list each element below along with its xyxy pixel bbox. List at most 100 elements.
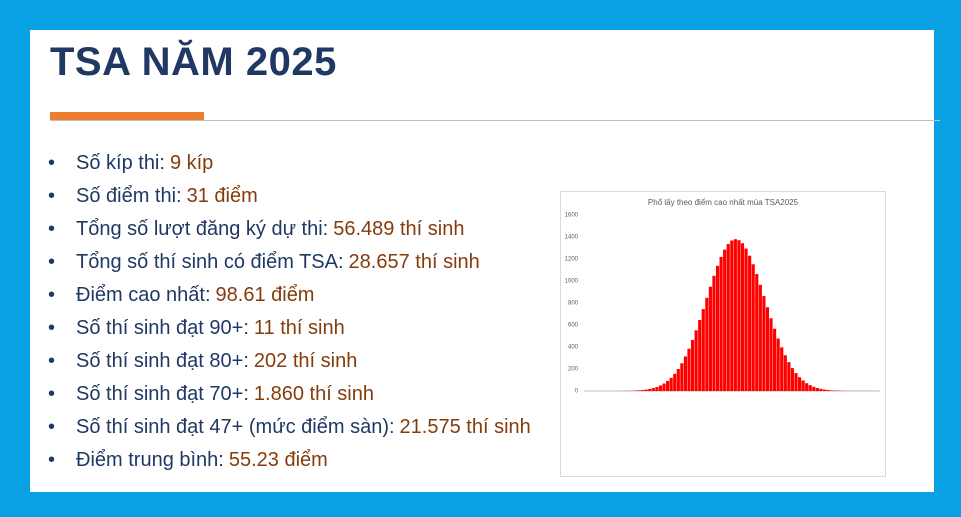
bar: [740, 243, 745, 391]
bullet-value: 31 điểm: [186, 185, 258, 207]
bar: [780, 347, 784, 391]
y-tick-label: 1000: [565, 279, 579, 285]
bar: [669, 377, 673, 391]
bar: [726, 244, 730, 391]
bar: [758, 284, 762, 391]
bullet-item: Tổng số thí sinh có điểm TSA:28.657 thí …: [48, 247, 531, 280]
bullet-label: Số thí sinh đạt 47+ (mức điểm sàn):: [76, 416, 395, 438]
bar: [808, 385, 812, 391]
bar: [815, 388, 819, 391]
bar: [648, 389, 652, 391]
bar: [705, 297, 709, 391]
bullet-item: Tổng số lượt đăng ký dự thi:56.489 thí s…: [48, 214, 531, 247]
bullet-label: Điểm cao nhất:: [76, 284, 211, 306]
bar: [676, 369, 680, 391]
bar: [748, 255, 752, 391]
bar: [765, 307, 770, 391]
y-tick-label: 1400: [565, 235, 579, 241]
bullet-label: Tổng số thí sinh có điểm TSA:: [76, 251, 344, 273]
bar: [794, 373, 798, 391]
bullet-value: 55.23 điểm: [228, 449, 328, 471]
bar: [830, 390, 834, 391]
bar: [715, 265, 720, 391]
bar: [701, 309, 705, 391]
bar: [819, 388, 823, 391]
bar: [690, 339, 695, 391]
bar: [787, 362, 791, 391]
bar: [790, 368, 795, 391]
bar: [730, 240, 734, 391]
bar: [826, 390, 830, 391]
bullet-label: Số điểm thi:: [76, 185, 182, 207]
bar: [812, 386, 816, 391]
bullet-label: Số thí sinh đạt 80+:: [76, 350, 249, 372]
y-tick-label: 1600: [565, 213, 579, 219]
bar: [673, 373, 677, 391]
bar: [698, 319, 702, 391]
bar: [712, 275, 716, 391]
bar: [694, 330, 698, 391]
bullet-value: 202 thí sinh: [253, 350, 358, 372]
bar: [641, 390, 645, 391]
bullet-value: 21.575 thí sinh: [399, 416, 531, 438]
bullet-label: Số kíp thi:: [76, 152, 165, 174]
bar: [776, 338, 780, 391]
bullet-item: Số thí sinh đạt 70+:1.860 thí sinh: [48, 379, 531, 412]
slide-title: TSA NĂM 2025: [50, 40, 337, 84]
bar: [733, 239, 737, 391]
bar: [769, 318, 773, 391]
bar: [651, 388, 655, 391]
y-tick-label: 800: [568, 301, 579, 307]
bar: [805, 383, 809, 391]
bar: [773, 328, 777, 391]
bar: [687, 348, 691, 391]
chart: Phổ lấy theo điểm cao nhất mùa TSA2025 0…: [560, 191, 886, 477]
bullet-value: 28.657 thí sinh: [348, 251, 480, 273]
bar: [737, 240, 741, 391]
bar: [680, 363, 684, 391]
bullet-value: 9 kíp: [169, 152, 214, 174]
y-tick-label: 600: [568, 323, 579, 329]
bar: [666, 380, 670, 391]
bullet-label: Tổng số lượt đăng ký dự thi:: [76, 218, 329, 240]
bar: [783, 355, 787, 391]
bullet-label: Điểm trung bình:: [76, 449, 224, 471]
bar: [744, 248, 748, 391]
bar: [723, 249, 727, 391]
y-tick-label: 1200: [565, 257, 579, 263]
bar: [708, 286, 712, 391]
bar: [797, 377, 802, 391]
y-tick-label: 200: [568, 367, 579, 373]
bullet-label: Số thí sinh đạt 70+:: [76, 383, 249, 405]
bar: [801, 380, 805, 391]
title-rule: [50, 120, 940, 121]
bar: [644, 389, 648, 391]
bar: [751, 264, 755, 391]
bar: [762, 296, 766, 391]
bar: [683, 356, 688, 391]
chart-title: Phổ lấy theo điểm cao nhất mùa TSA2025: [648, 198, 799, 207]
slide-panel: TSA NĂM 2025 Số kíp thi:9 kípSố điểm thi…: [30, 30, 940, 492]
bullet-value: 98.61 điểm: [215, 284, 315, 306]
bullet-label: Số thí sinh đạt 90+:: [76, 317, 249, 339]
title-accent: [50, 112, 204, 120]
bar: [822, 389, 827, 391]
bullet-item: Số kíp thi:9 kíp: [48, 148, 531, 181]
bar: [755, 274, 759, 391]
bar: [655, 387, 659, 391]
bullet-value: 11 thí sinh: [253, 317, 345, 339]
bullet-value: 1.860 thí sinh: [253, 383, 374, 405]
bullet-item: Điểm trung bình:55.23 điểm: [48, 445, 531, 478]
y-tick-label: 400: [568, 345, 579, 351]
bullet-item: Số điểm thi:31 điểm: [48, 181, 531, 214]
bar: [719, 256, 723, 391]
bullet-item: Số thí sinh đạt 90+:11 thí sinh: [48, 313, 531, 346]
bullet-value: 56.489 thí sinh: [333, 218, 465, 240]
bar: [637, 390, 641, 391]
bullet-item: Điểm cao nhất:98.61 điểm: [48, 280, 531, 313]
bullet-list: Số kíp thi:9 kípSố điểm thi:31 điểmTổng …: [48, 148, 531, 478]
bullet-item: Số thí sinh đạt 80+:202 thí sinh: [48, 346, 531, 379]
y-tick-label: 0: [575, 389, 579, 395]
bar: [658, 385, 663, 391]
